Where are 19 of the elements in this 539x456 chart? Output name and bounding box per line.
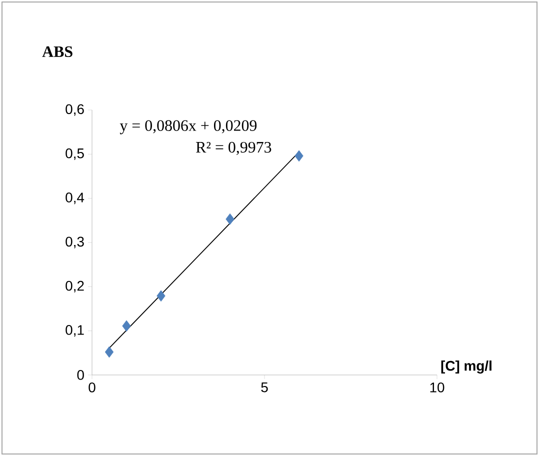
x-axis-title: [C] mg/l — [441, 360, 492, 374]
y-axis-title: ABS — [42, 46, 72, 58]
annotation: R² = 0,9973 — [196, 142, 272, 155]
y-tick-label: 0,2 — [66, 280, 84, 292]
point — [226, 213, 234, 225]
x-tick-label: 5 — [261, 382, 268, 392]
x-tick-label: 10 — [430, 382, 444, 392]
point — [122, 320, 131, 332]
point — [294, 150, 304, 162]
annotation: y = 0,0806x + 0,0209 — [120, 120, 257, 134]
y-tick-label: 0 — [77, 370, 84, 380]
y-tick-label: 0,4 — [66, 192, 84, 204]
y-tick-label: 0,3 — [66, 236, 84, 248]
point — [104, 346, 114, 358]
y-tick-label: 0,6 — [66, 104, 84, 116]
y-tick-label: 0,5 — [66, 148, 84, 160]
y-tick-label: 0,1 — [66, 325, 84, 337]
x-tick-label: 0 — [88, 382, 96, 392]
point — [156, 290, 166, 302]
